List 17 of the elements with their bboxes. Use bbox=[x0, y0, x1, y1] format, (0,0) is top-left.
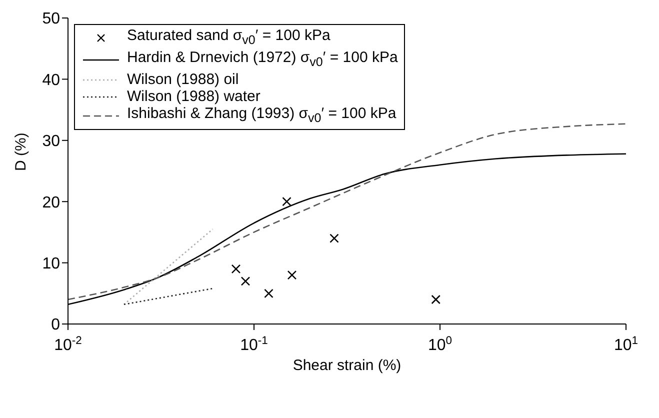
y-tick-label: 40 bbox=[42, 72, 60, 89]
y-tick-label: 30 bbox=[42, 133, 60, 150]
y-tick-label: 0 bbox=[51, 316, 60, 334]
legend-label: Wilson (1988) water bbox=[127, 88, 260, 105]
x-tick-label: 10$^{-1}$ bbox=[240, 335, 268, 354]
x-tick-label: 10$^{-2}$ bbox=[54, 335, 82, 354]
x-axis-title: Shear strain (%) bbox=[292, 357, 402, 374]
y-tick-label: 20 bbox=[42, 194, 60, 212]
y-tick-label: 50 bbox=[42, 10, 60, 28]
x-tick-label: 10$^{0}$ bbox=[428, 335, 452, 354]
y-axis-title: D (%) bbox=[12, 132, 30, 171]
legend-label: Saturated sand σ$_{v0}$′ = 100 kPa bbox=[127, 27, 330, 49]
y-tick-label: 10 bbox=[42, 255, 60, 272]
legend-label: Wilson (1988) oil bbox=[127, 71, 239, 88]
legend-label: Ishibashi & Zhang (1993) σ$_{v0}$′ = 100 kPa bbox=[127, 105, 396, 127]
legend-label: Hardin & Drnevich (1972) σ$_{v0}$′ = 100 kPa bbox=[127, 49, 398, 71]
x-tick-label: 10$^{1}$ bbox=[614, 335, 638, 354]
